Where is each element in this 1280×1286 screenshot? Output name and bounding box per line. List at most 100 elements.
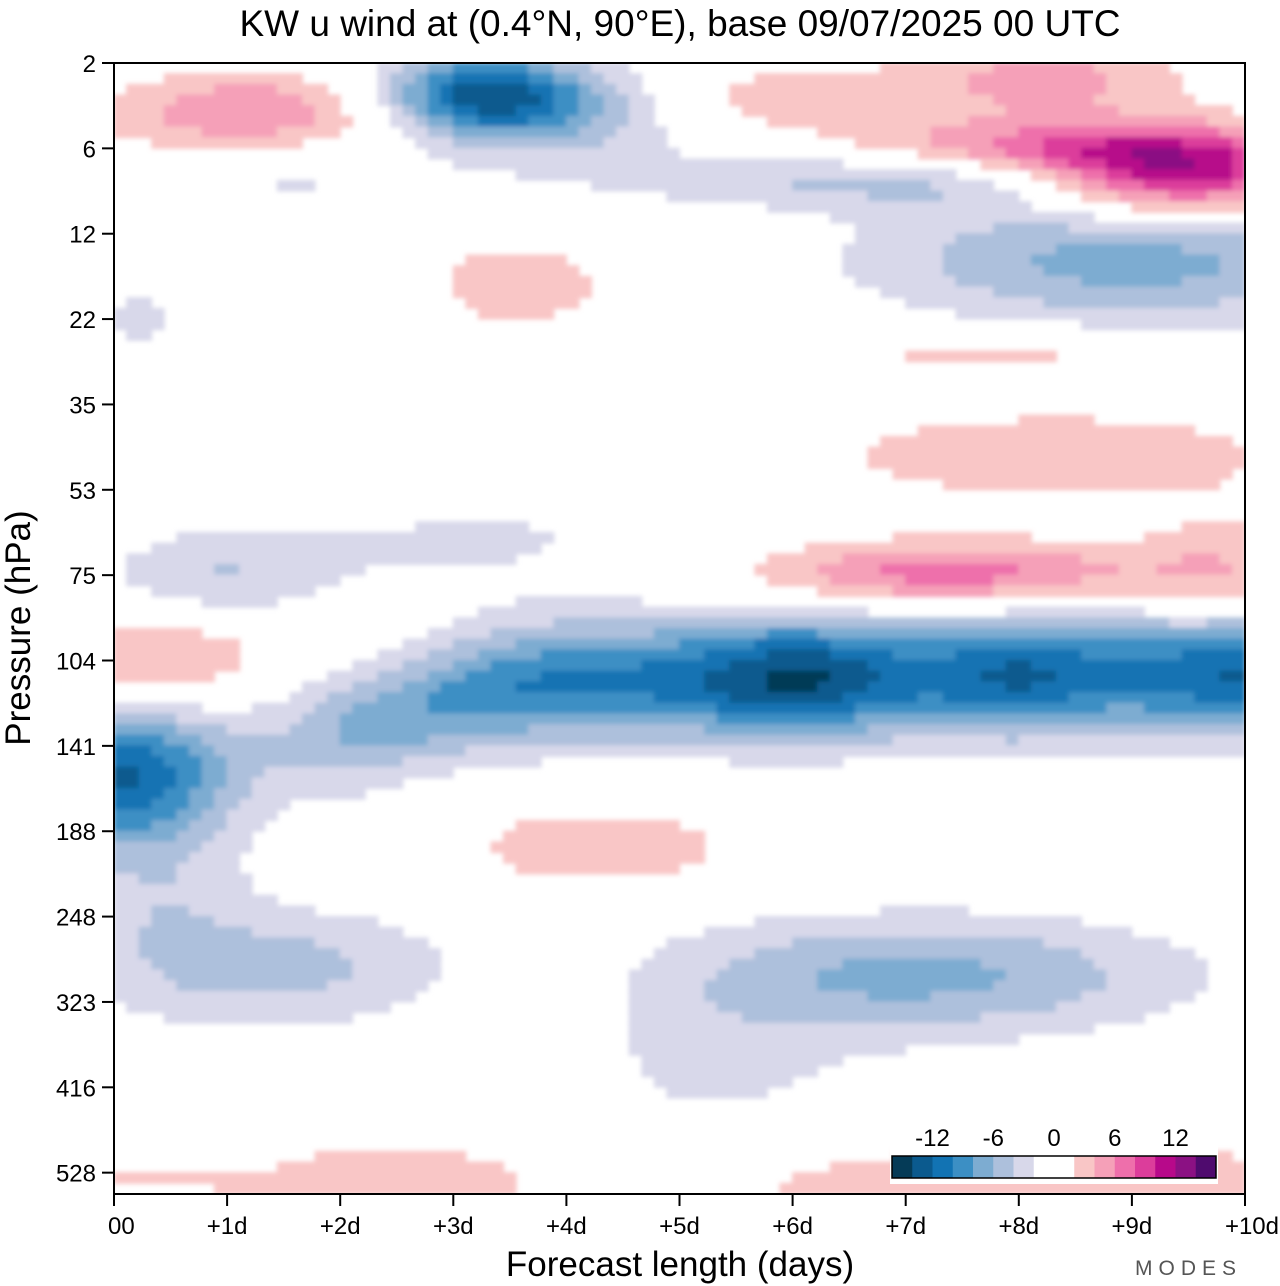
field-cell xyxy=(114,958,153,971)
field-cell xyxy=(741,105,1007,117)
field-cell xyxy=(628,94,655,107)
field-cell xyxy=(653,692,731,704)
field-cell xyxy=(917,425,1196,437)
field-cell xyxy=(817,681,869,694)
field-cell xyxy=(114,969,165,982)
field-cell xyxy=(578,83,593,96)
field-cell xyxy=(114,766,140,779)
field-cell xyxy=(716,1001,1057,1014)
field-cell xyxy=(1081,169,1108,181)
field-cell xyxy=(201,841,253,854)
field-cell xyxy=(327,670,379,683)
y-tick-label: 35 xyxy=(69,392,96,419)
field-cell xyxy=(452,617,555,629)
field-cell xyxy=(1018,734,1245,747)
field-cell xyxy=(754,638,831,651)
x-tick-label: +1d xyxy=(207,1213,248,1240)
field-cell xyxy=(163,969,354,982)
field-cell xyxy=(842,958,982,971)
field-cell xyxy=(1093,94,1196,107)
field-cell xyxy=(1206,617,1245,629)
field-cell xyxy=(754,916,1083,928)
field-cell xyxy=(754,73,970,85)
field-cell xyxy=(427,649,479,662)
field-cell xyxy=(389,83,404,96)
field-cell xyxy=(867,990,932,1003)
colorbar-swatch xyxy=(1135,1156,1156,1178)
field-cell xyxy=(239,563,366,576)
field-cell xyxy=(114,126,203,139)
field-cell xyxy=(628,1033,1020,1046)
field-cell xyxy=(1194,692,1245,704)
field-cell xyxy=(490,628,655,640)
colorbar-swatch xyxy=(912,1156,933,1178)
field-cell xyxy=(942,254,1032,267)
field-cell xyxy=(880,435,1233,448)
field-cell xyxy=(114,105,165,117)
field-cell xyxy=(854,713,1245,726)
field-cell xyxy=(114,905,153,918)
field-cell xyxy=(528,115,567,128)
y-tick-label: 248 xyxy=(56,905,96,932)
field-cell xyxy=(339,948,442,960)
field-cell xyxy=(1219,297,1245,309)
field-cell xyxy=(465,254,567,267)
field-cell xyxy=(1118,190,1171,203)
field-cell xyxy=(829,649,894,662)
field-cell xyxy=(1206,190,1245,203)
field-cell xyxy=(1005,660,1032,672)
field-cell xyxy=(151,820,190,832)
colorbar-swatch xyxy=(1114,1156,1136,1178)
field-cell xyxy=(603,137,668,149)
field-cell xyxy=(993,574,1083,587)
x-tick-label: +4d xyxy=(546,1213,587,1240)
field-cell xyxy=(515,169,957,181)
field-cell xyxy=(817,980,995,992)
field-cell xyxy=(892,585,995,597)
field-cell xyxy=(188,820,228,832)
field-cell xyxy=(666,190,869,203)
field-cell xyxy=(628,969,718,982)
field-cell xyxy=(402,105,417,117)
field-cell xyxy=(214,1182,517,1194)
field-cell xyxy=(1106,179,1145,192)
field-cell xyxy=(226,766,266,779)
field-cell xyxy=(930,137,995,149)
field-cell xyxy=(817,585,894,597)
field-cell xyxy=(114,628,203,640)
y-tick-label: 141 xyxy=(56,734,96,761)
field-cell xyxy=(591,83,618,96)
field-cell xyxy=(176,862,241,875)
field-cell xyxy=(1018,126,1221,139)
field-cell xyxy=(942,190,1020,203)
field-cell xyxy=(452,265,580,277)
field-cell xyxy=(1081,649,1183,662)
colorbar-swatch xyxy=(952,1156,974,1178)
field-cell xyxy=(716,713,856,726)
field-cell xyxy=(603,73,643,85)
field-cell xyxy=(402,126,429,139)
x-axis-label: Forecast length (days) xyxy=(506,1245,854,1284)
field-cell xyxy=(955,307,1245,320)
field-cell xyxy=(980,1012,1145,1024)
field-cell xyxy=(452,275,593,288)
field-cell xyxy=(1231,169,1245,181)
field-cell xyxy=(993,980,1108,992)
field-cell xyxy=(114,745,153,758)
y-tick-label: 323 xyxy=(56,990,96,1017)
field-cell xyxy=(138,873,178,886)
field-cell xyxy=(427,734,894,747)
field-cell xyxy=(276,1161,505,1174)
field-cell xyxy=(1018,563,1120,576)
field-cell xyxy=(616,83,643,96)
field-cell xyxy=(679,638,756,651)
field-cell xyxy=(239,798,291,811)
field-cell xyxy=(766,681,819,694)
field-cell xyxy=(314,115,354,128)
field-cell xyxy=(465,670,542,683)
field-cell xyxy=(842,692,919,704)
field-cell xyxy=(1030,254,1221,267)
field-cell xyxy=(892,734,1007,747)
field-cell xyxy=(226,724,291,736)
field-cell xyxy=(490,660,643,672)
